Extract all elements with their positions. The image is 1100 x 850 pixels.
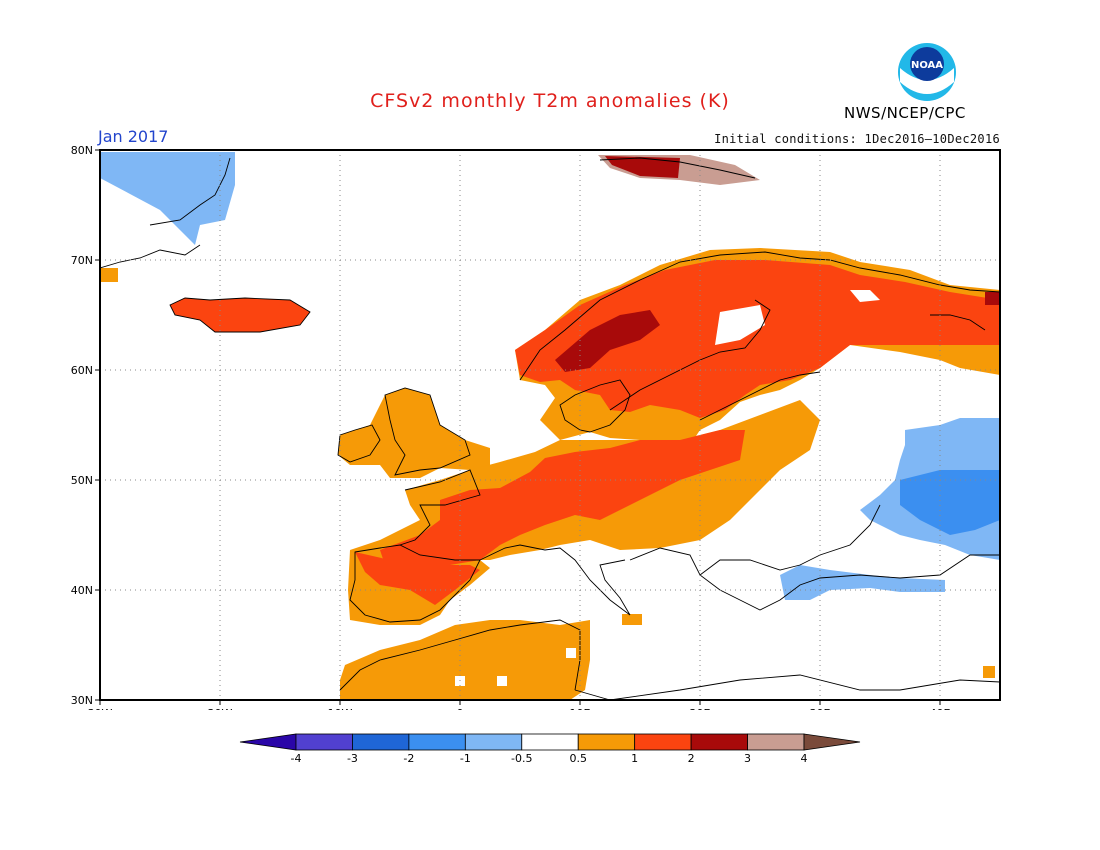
anomaly-field xyxy=(100,152,1000,700)
colorbar-label: 1 xyxy=(631,752,638,765)
lon-tick-label: 30E xyxy=(810,707,831,710)
lat-tick-label: 60N xyxy=(71,364,93,377)
colorbar-box xyxy=(352,733,410,751)
lon-tick-label: 20W xyxy=(208,707,233,710)
noaa-logo-text: NOAA xyxy=(911,60,943,71)
longitude-ticks: 30W 20W 10W 0 10E 20E 30E 40E xyxy=(88,700,951,710)
sweden-hot xyxy=(555,310,660,372)
colorbar-high-extension xyxy=(803,733,861,751)
colorbar-label: -4 xyxy=(291,752,302,765)
turkey-cold-region xyxy=(780,565,945,600)
colorbar-label: -0.5 xyxy=(511,752,532,765)
map-title: CFSv2 monthly T2m anomalies (K) xyxy=(370,90,730,112)
southern-russia-colder xyxy=(900,470,1000,535)
greenland-cold-region xyxy=(100,152,235,245)
agency-label: NWS/NCEP/CPC xyxy=(844,104,966,122)
lat-tick-label: 30N xyxy=(71,694,93,707)
lon-tick-label: 20E xyxy=(690,707,711,710)
north-africa-region xyxy=(340,620,590,700)
svalbard-hot-region xyxy=(605,156,680,178)
colorbar-label: -3 xyxy=(347,752,358,765)
colorbar-box xyxy=(634,733,692,751)
noaa-logo-icon: NOAA xyxy=(898,43,956,101)
latitude-ticks: 30N 40N 50N 60N 70N 80N xyxy=(71,144,100,707)
colorbar-low-extension xyxy=(239,733,297,751)
colorbar-box xyxy=(747,733,805,751)
colorbar-box xyxy=(690,733,748,751)
anomaly-map: 30W 20W 10W 0 10E 20E 30E 40E 30N 40N 50N 60N 70N 80… xyxy=(71,144,1001,710)
lat-tick-label: 80N xyxy=(71,144,93,157)
colorbar-label: 2 xyxy=(688,752,695,765)
colorbar-box xyxy=(408,733,466,751)
lat-tick-label: 40N xyxy=(71,584,93,597)
colorbar-label: -1 xyxy=(460,752,471,765)
colorbar-label: 0.5 xyxy=(569,752,587,765)
colorbar-label: 3 xyxy=(744,752,751,765)
iberia-red xyxy=(355,552,480,605)
british-isles-region xyxy=(338,388,490,478)
colorbar-box xyxy=(295,733,353,751)
lat-tick-label: 70N xyxy=(71,254,93,267)
colorbar-box xyxy=(577,733,636,751)
forecast-month: Jan 2017 xyxy=(98,127,169,146)
lon-tick-label: 30W xyxy=(88,707,113,710)
colorbar-box xyxy=(464,733,523,751)
graticule xyxy=(100,150,1000,700)
france-germany-red xyxy=(380,430,745,575)
colorbar-label: 4 xyxy=(801,752,808,765)
lat-tick-label: 50N xyxy=(71,474,93,487)
colorbar-box xyxy=(521,733,579,751)
lon-tick-label: 0 xyxy=(457,707,464,710)
initial-conditions: Initial conditions: 1Dec2016–10Dec2016 xyxy=(714,132,1000,146)
lon-tick-label: 10E xyxy=(570,707,591,710)
lon-tick-label: 10W xyxy=(328,707,353,710)
map-frame xyxy=(99,149,1001,701)
colorbar-label: -2 xyxy=(403,752,414,765)
lon-tick-label: 40E xyxy=(930,707,951,710)
